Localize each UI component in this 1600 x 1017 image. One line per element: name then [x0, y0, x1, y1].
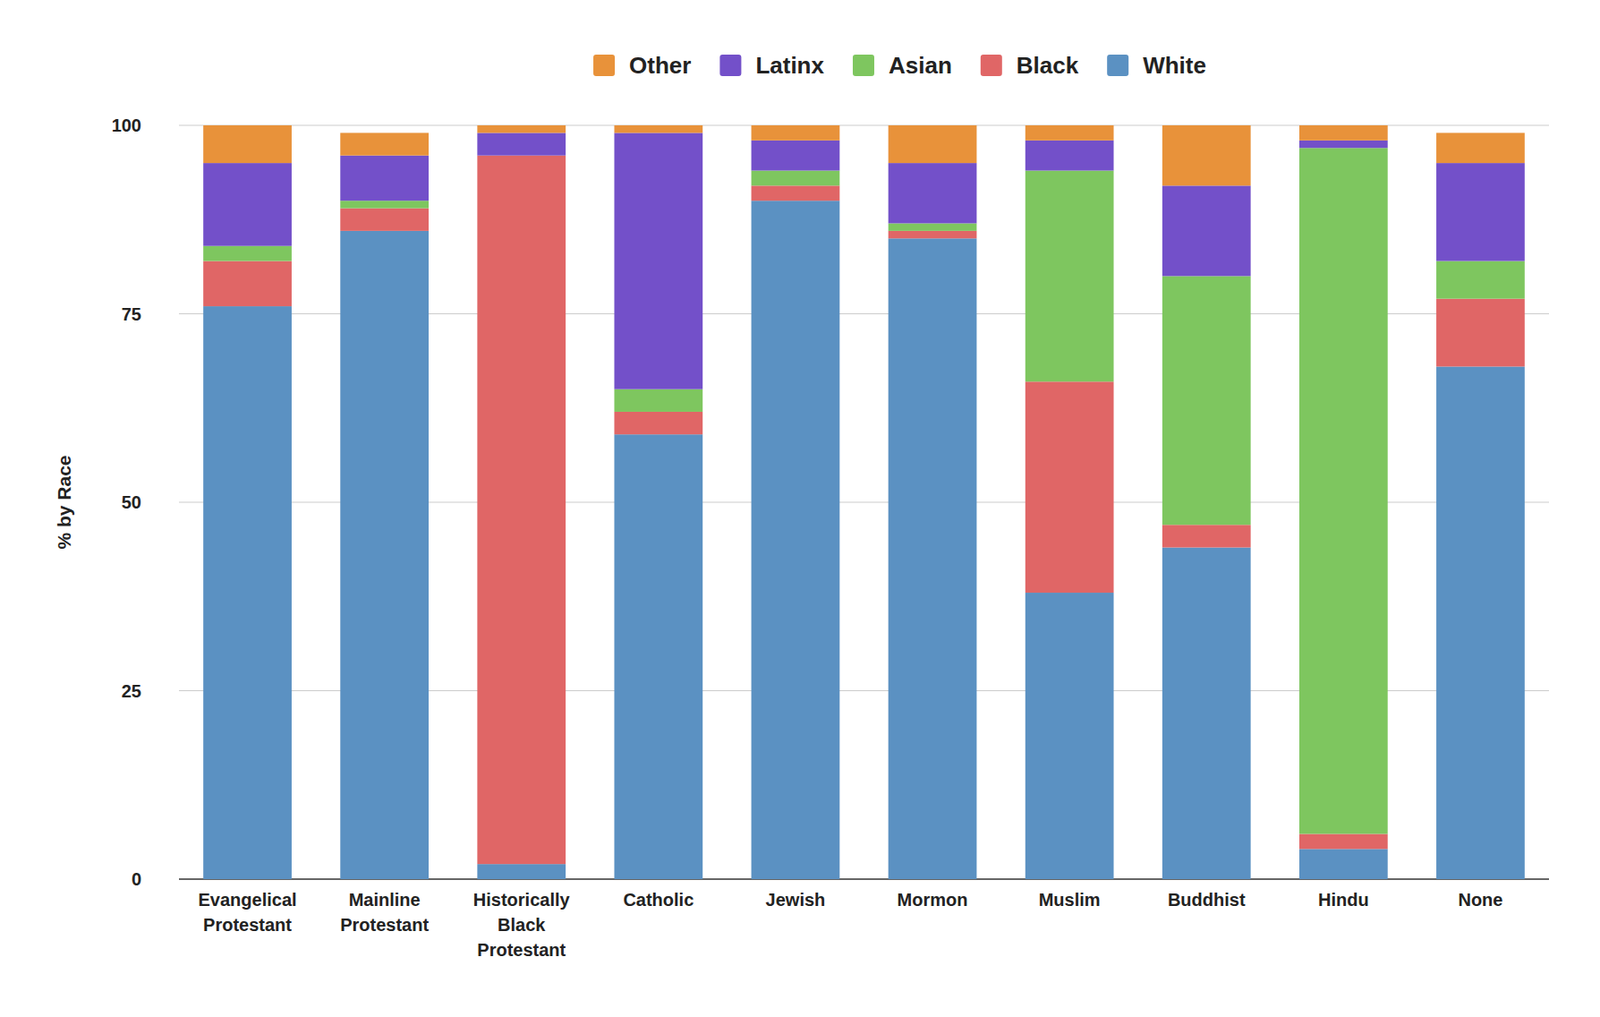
bar-segment: [340, 208, 429, 231]
y-tick-label: 50: [121, 492, 142, 512]
bar-segment: [751, 125, 841, 141]
x-tick-label-line: Muslim: [1038, 889, 1101, 910]
bar-segment: [1436, 298, 1525, 367]
bar-segment: [1436, 132, 1525, 163]
bar-segment: [613, 389, 703, 412]
bar-segment: [340, 230, 429, 879]
x-tick-label-line: Mormon: [897, 889, 969, 910]
bar-segment: [1025, 592, 1115, 879]
legend-label: Black: [1016, 51, 1080, 79]
chart: 0 25 50 75 100 % by Race Evangelical Protestant…: [0, 0, 1600, 1017]
bar-segment: [1436, 261, 1525, 299]
bar-segment: [613, 434, 703, 879]
x-tick-label-line: Jewish: [765, 889, 826, 910]
bar-segment: [203, 261, 292, 307]
bar-segment: [340, 200, 429, 208]
x-tick-label-line: Mainline: [348, 889, 421, 910]
bar-segment: [888, 162, 978, 223]
bar-segment: [476, 155, 566, 864]
bar-segment: [1025, 140, 1115, 171]
x-tick-label: Buddhist: [1167, 889, 1246, 910]
bar-segment: [613, 125, 703, 133]
bar-segment: [1299, 848, 1388, 879]
bar-segment: [203, 306, 292, 879]
bar-segment: [1025, 125, 1115, 141]
bar-segment: [613, 132, 703, 389]
legend-label: Asian: [888, 51, 953, 79]
bar-segment: [888, 125, 978, 163]
bar-segment: [203, 125, 292, 163]
bar-segment: [1436, 162, 1525, 261]
bar-segment: [203, 246, 292, 262]
y-tick-label: 100: [111, 115, 142, 136]
x-tick-label: Historically Black Protestant: [473, 889, 571, 960]
y-tick-label: 0: [131, 868, 142, 889]
bar-segment: [751, 185, 841, 201]
bar-segment: [1025, 381, 1115, 593]
x-tick-label-line: Evangelical: [198, 889, 298, 910]
bar-segment: [1299, 833, 1388, 849]
x-tick-label-line: None: [1457, 889, 1503, 910]
x-tick-label: Evangelical Protestant: [198, 889, 298, 935]
bar-segment: [340, 155, 429, 202]
bar-segment: [751, 170, 841, 187]
x-tick-label-line: Protestant: [340, 914, 429, 935]
bar-segment: [751, 200, 841, 879]
x-tick-label-line: Hindu: [1318, 889, 1370, 910]
bar-segment: [476, 863, 566, 879]
bar-segment: [1025, 170, 1115, 383]
bar-segment: [751, 140, 841, 171]
y-tick-label: 75: [121, 304, 142, 324]
bar-segment: [1162, 125, 1252, 186]
x-tick-label-line: Catholic: [622, 889, 694, 910]
x-tick-label: Muslim: [1038, 889, 1101, 910]
bar-segment: [476, 125, 566, 133]
legend-swatch: [719, 54, 741, 77]
x-tick-label-line: Historically: [473, 889, 571, 910]
legend-swatch: [980, 54, 1003, 77]
x-tick-label: Jewish: [765, 889, 826, 910]
bar-segment: [1162, 524, 1252, 547]
bar-segment: [1162, 547, 1252, 879]
legend-swatch: [852, 54, 875, 77]
x-tick-label: Catholic: [622, 889, 694, 910]
bar-segment: [1162, 275, 1252, 525]
x-tick-label-line: Protestant: [203, 914, 292, 935]
x-tick-label: Hindu: [1318, 889, 1370, 910]
legend-swatch: [593, 54, 615, 77]
legend-label: Latinx: [755, 51, 825, 79]
bar-segment: [1436, 365, 1525, 879]
bar-segment: [203, 162, 292, 247]
x-tick-label-line: Buddhist: [1167, 889, 1246, 910]
y-axis-label: % by Race: [53, 454, 75, 549]
x-tick-label-line: Black: [497, 914, 546, 935]
x-tick-label-line: Protestant: [476, 939, 566, 960]
x-tick-label: None: [1457, 889, 1503, 910]
x-tick-label: Mormon: [897, 889, 969, 910]
bars: [203, 125, 1525, 879]
bar-segment: [1162, 185, 1252, 276]
bar-segment: [888, 222, 978, 230]
bar-segment: [888, 238, 978, 879]
bar-segment: [613, 411, 703, 435]
bar-segment: [1299, 147, 1388, 834]
bar-segment: [1299, 140, 1388, 148]
y-tick-label: 25: [121, 680, 142, 701]
bar-segment: [888, 230, 978, 239]
bar-segment: [476, 132, 566, 155]
x-tick-label: Mainline Protestant: [340, 889, 429, 935]
legend-label: Other: [629, 51, 691, 79]
bar-segment: [340, 132, 429, 155]
legend-swatch: [1106, 54, 1129, 77]
bar-segment: [1299, 125, 1388, 141]
legend-label: White: [1142, 51, 1207, 79]
legend: Other Latinx Asian Black White: [593, 51, 1207, 79]
